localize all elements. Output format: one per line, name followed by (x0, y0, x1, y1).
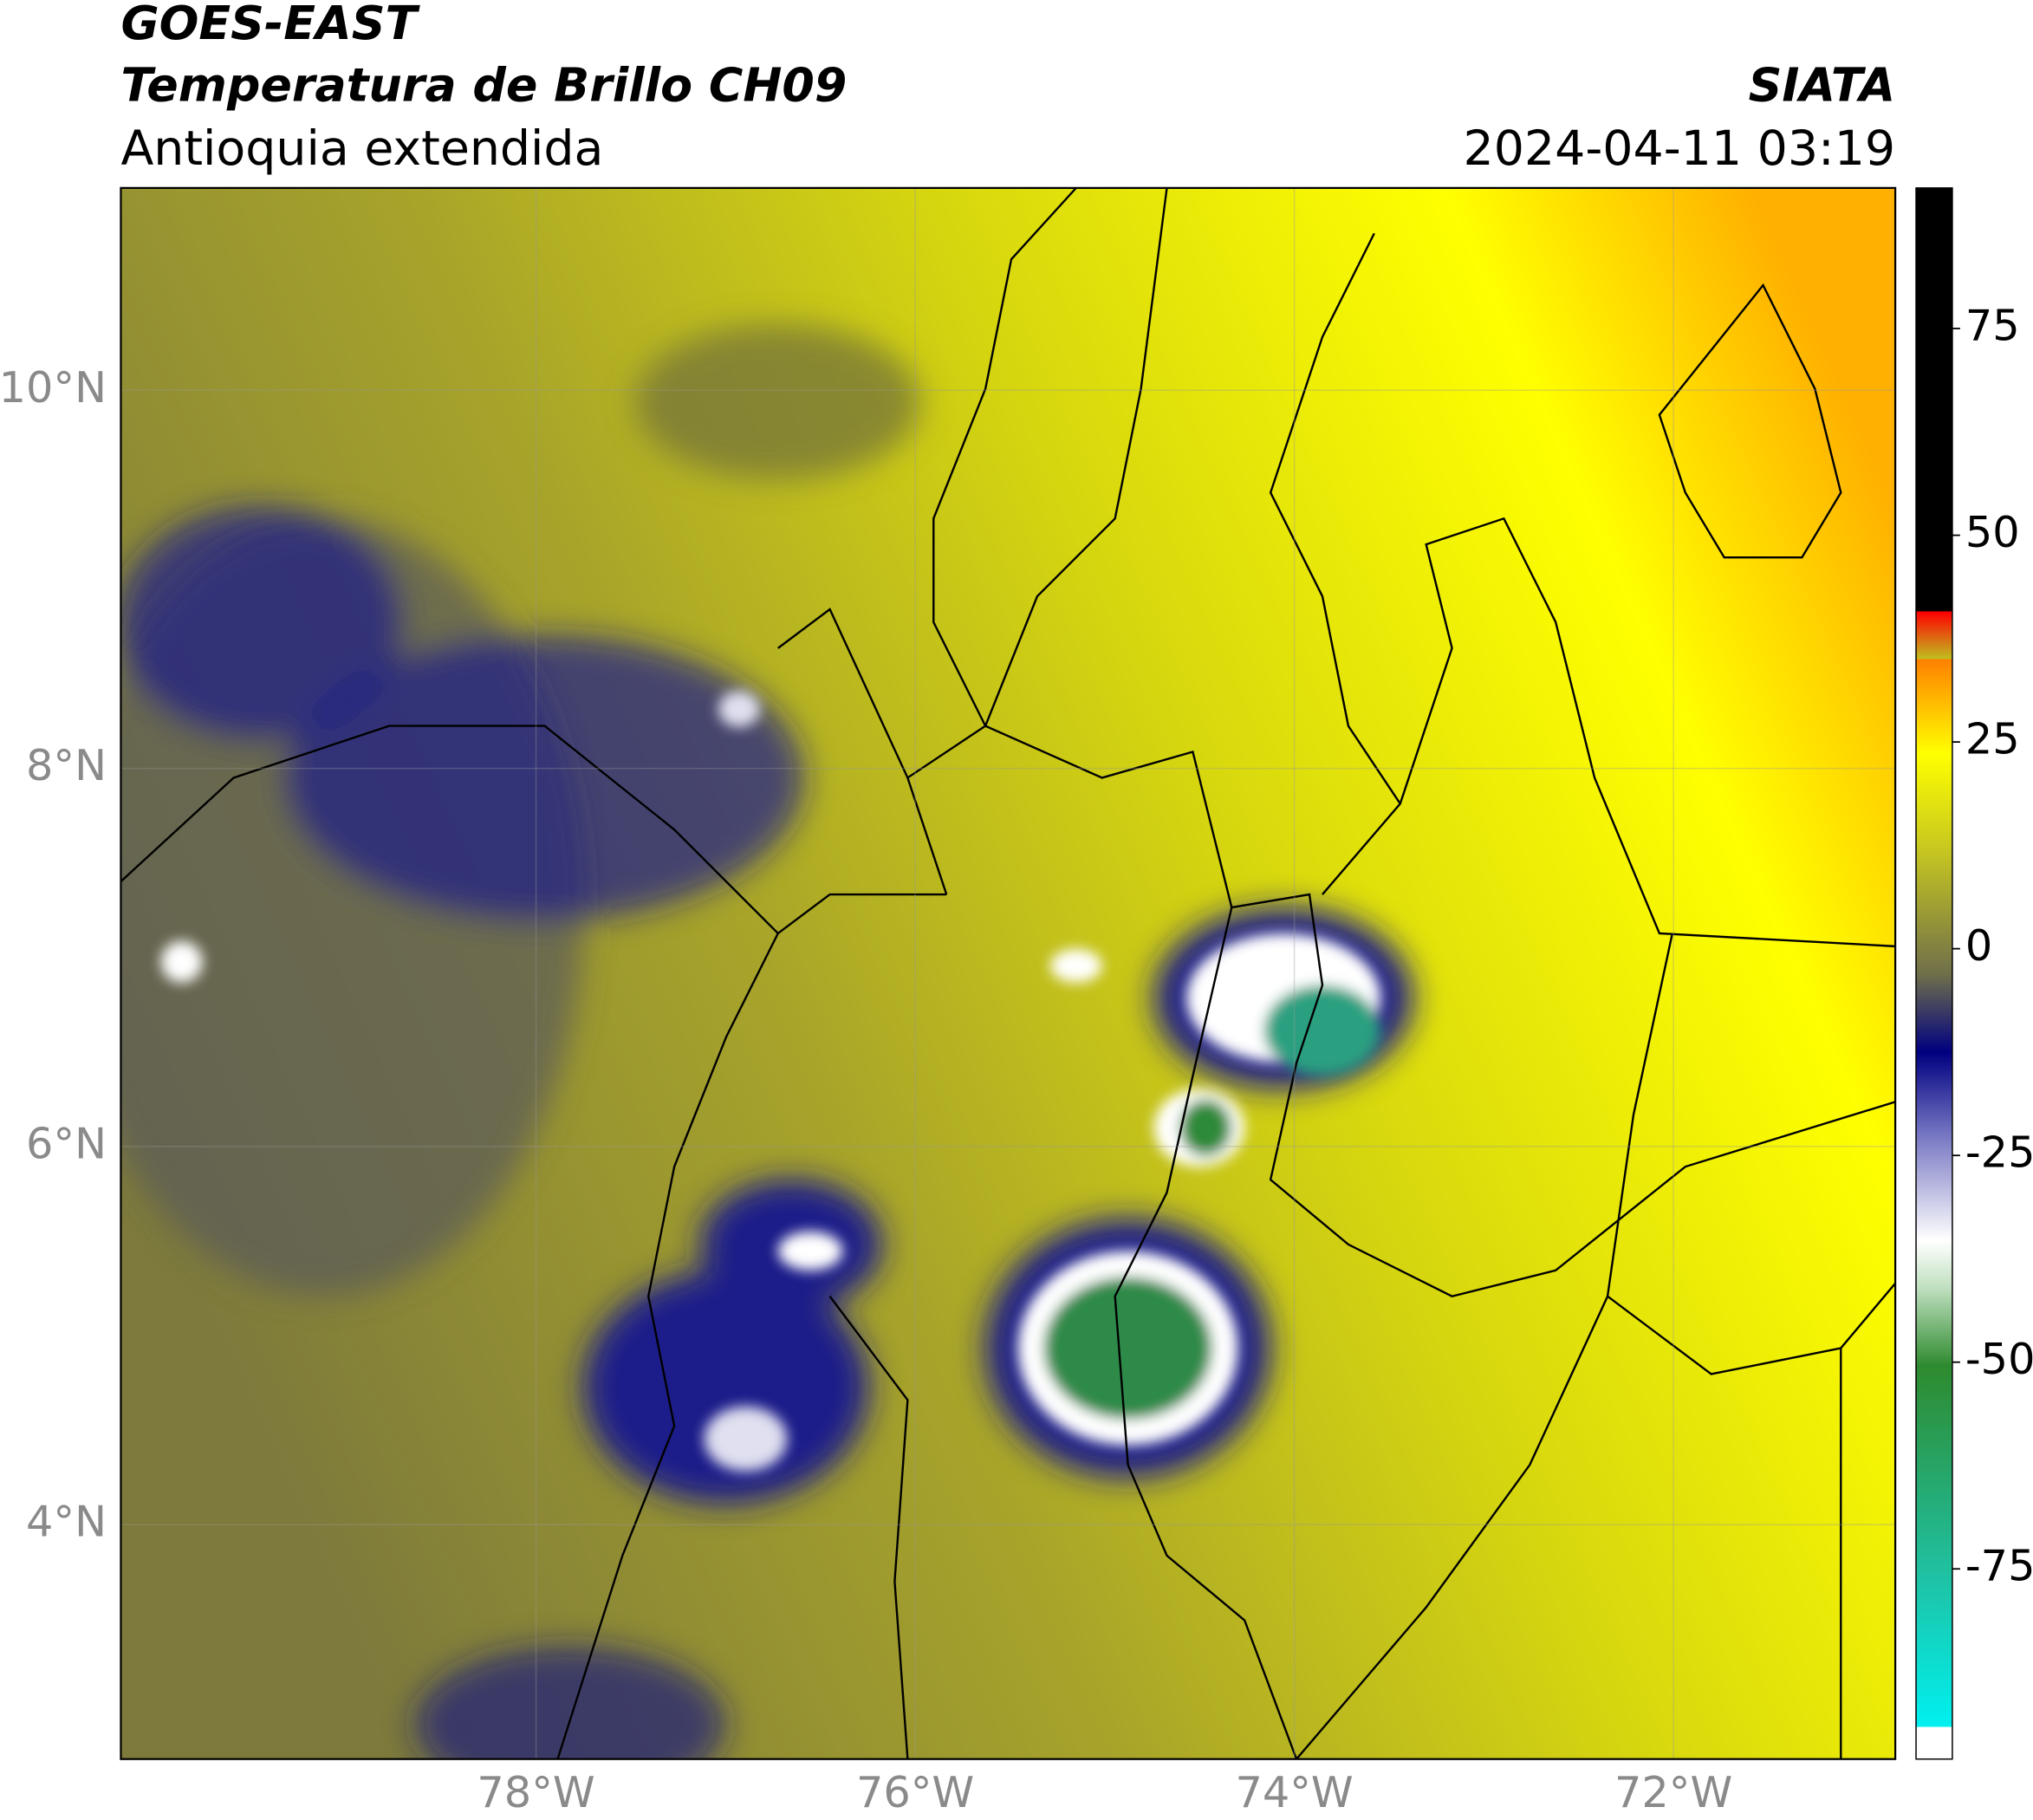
map-image (120, 187, 1896, 1759)
lat-tick-label: 10°N (0, 362, 107, 413)
grid (120, 187, 1896, 1759)
lon-tick-label: 72°W (1614, 1767, 1732, 1817)
source: SIATA (1749, 58, 1896, 113)
lon-tick-label: 76°W (856, 1767, 974, 1817)
colorbar (1915, 187, 1953, 1760)
colorbar-tick-label: 50 (1965, 507, 2020, 557)
title: GOES-EAST (120, 0, 420, 50)
storm-cores (160, 691, 1381, 1472)
map-frame (120, 186, 1897, 1760)
lon-tick-label: 78°W (477, 1767, 594, 1817)
colorbar-tick-label: 75 (1965, 301, 2020, 351)
lat-tick-label: 6°N (26, 1118, 107, 1168)
region: Antioquia extendida (120, 121, 603, 177)
colorbar-tick-label: 0 (1965, 920, 1992, 971)
boundaries (120, 187, 1896, 1759)
subtitle: Temperatura de Brillo CH09 (120, 58, 847, 113)
lon-tick-label: 74°W (1235, 1767, 1353, 1817)
datetime: 2024-04-11 03:19 (1464, 121, 1896, 177)
lat-tick-label: 4°N (26, 1497, 107, 1547)
colorbar-tick-label: -75 (1965, 1541, 2033, 1591)
colorbar-tick-label: 25 (1965, 714, 2020, 764)
lat-tick-label: 8°N (26, 740, 107, 790)
colorbar-tick-label: -25 (1965, 1128, 2033, 1178)
colorbar-tick-label: -50 (1965, 1334, 2033, 1384)
